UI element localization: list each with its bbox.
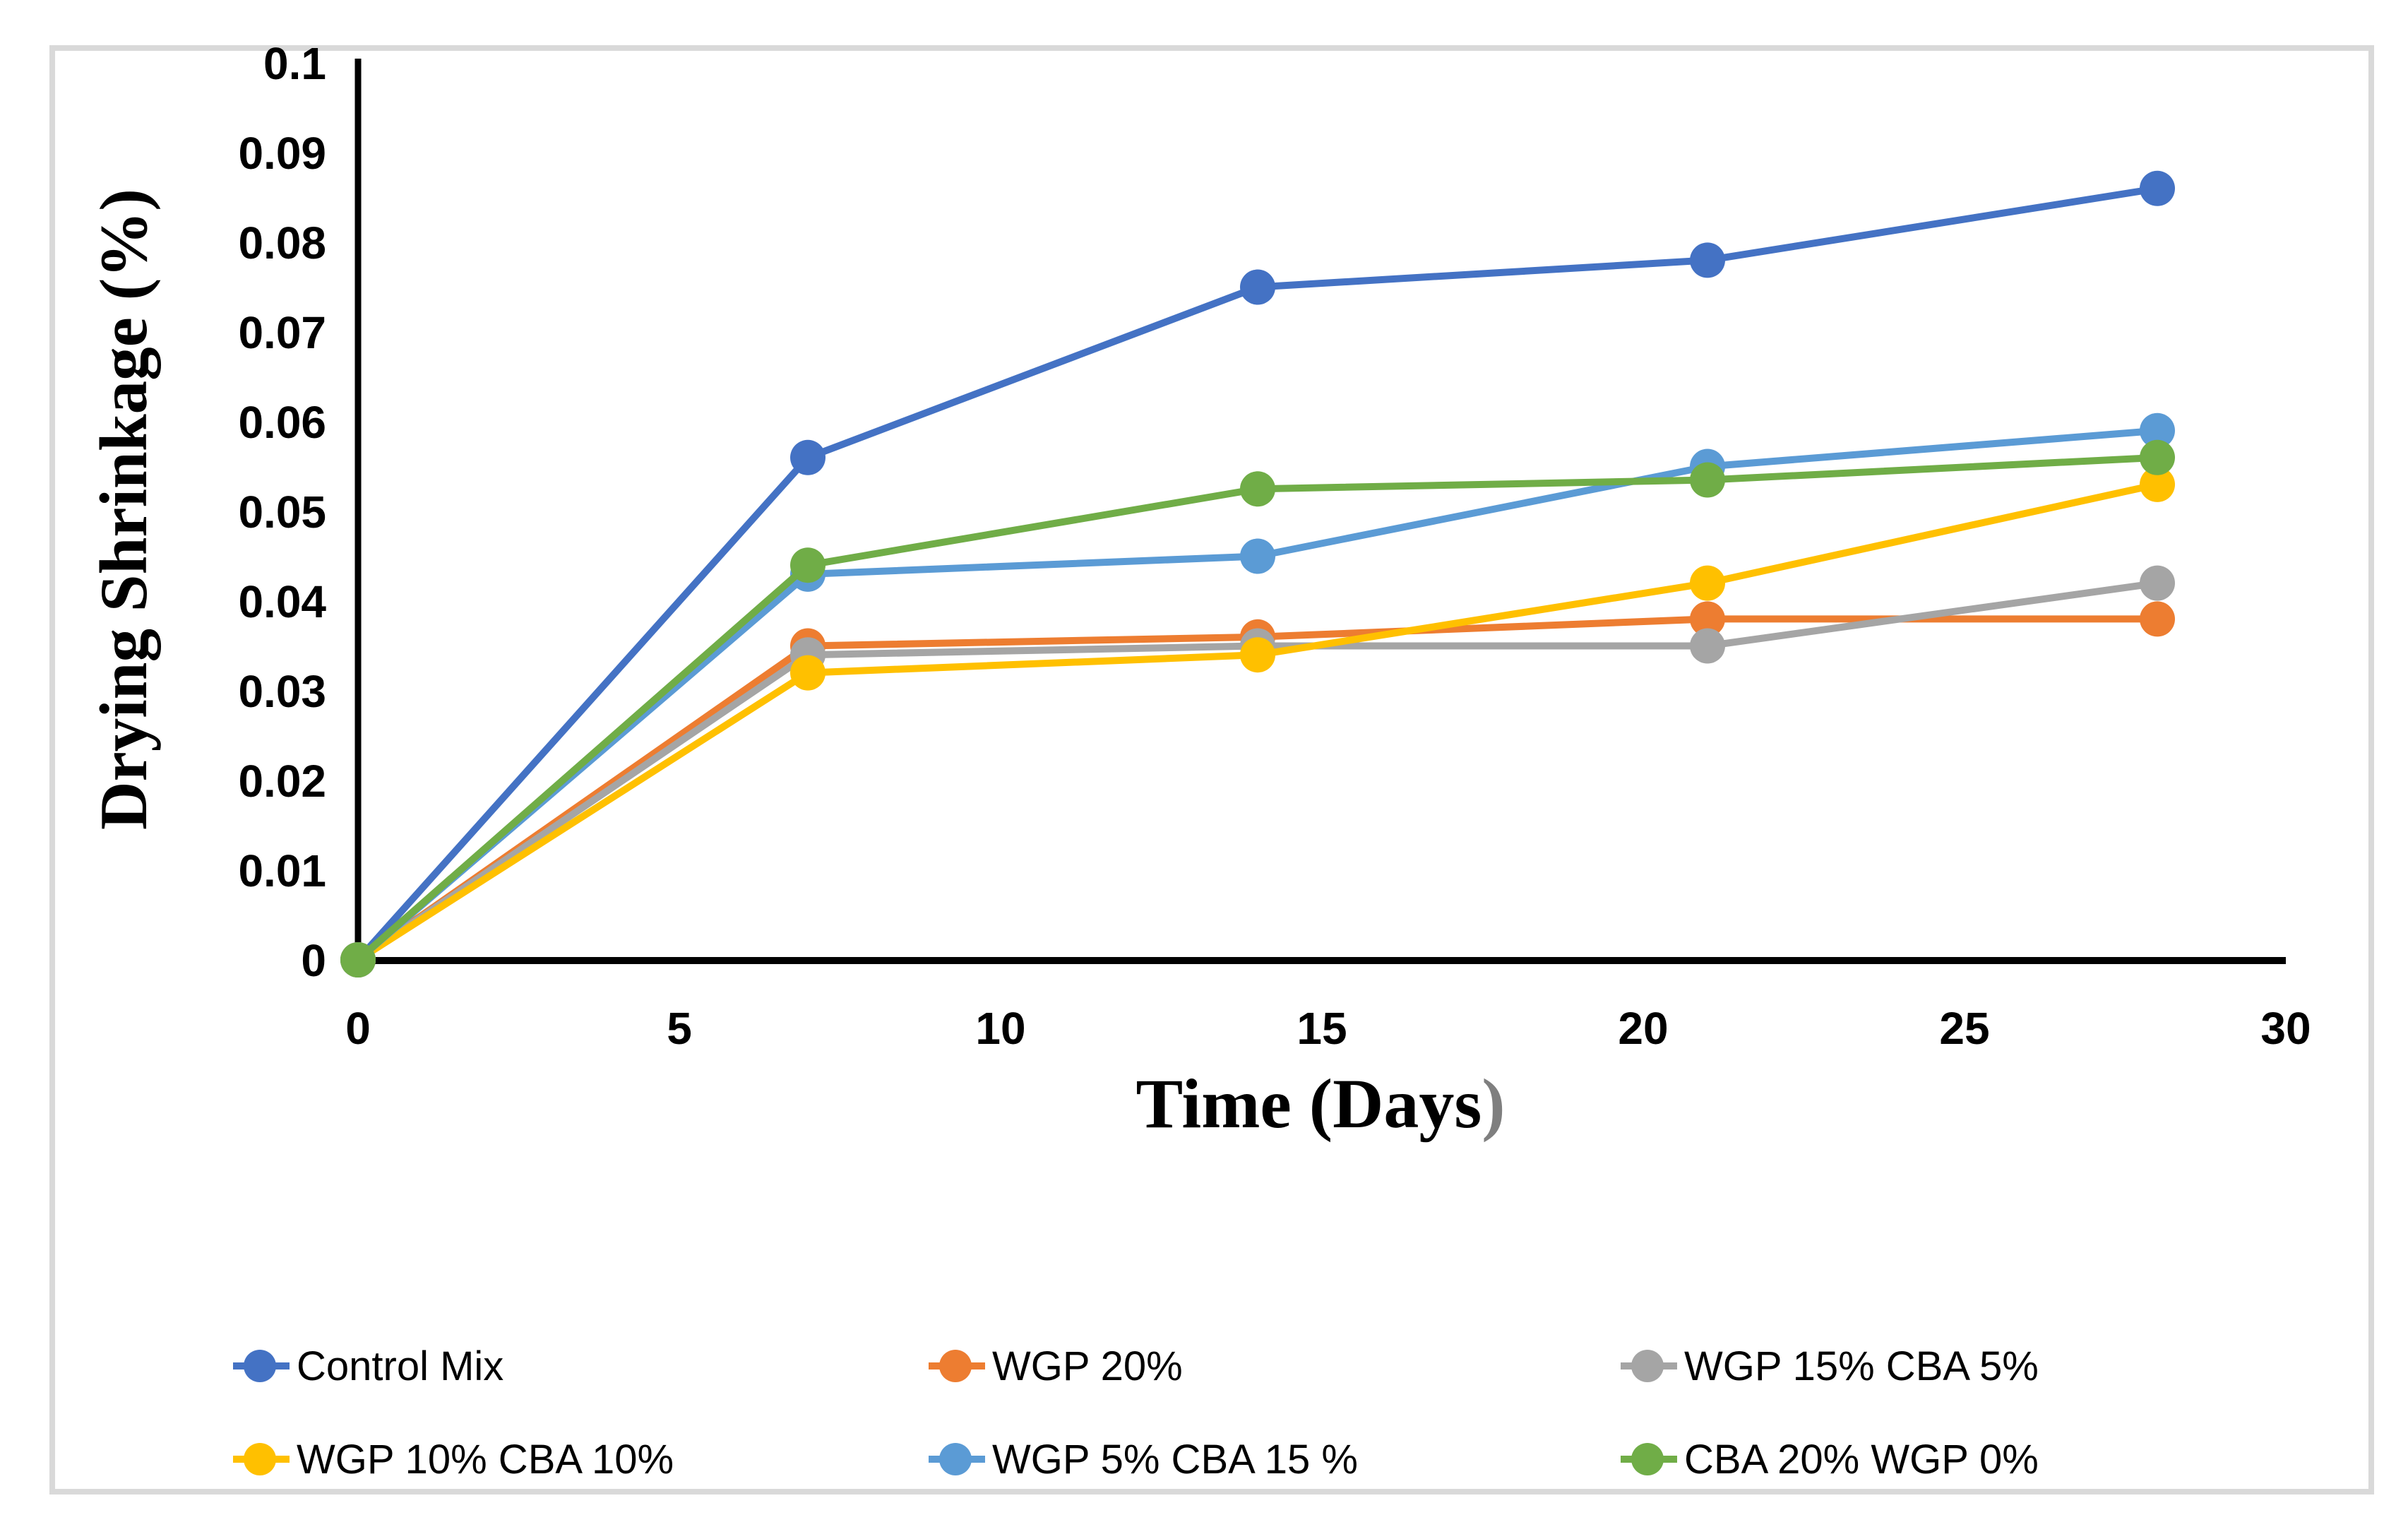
series-1-point	[1690, 242, 1725, 278]
x-axis-title: Time (Days)	[989, 1063, 1652, 1144]
series-4-point	[2140, 466, 2175, 502]
legend-label: WGP 5% CBA 15 %	[992, 1436, 1358, 1483]
y-tick-label: 0	[301, 935, 326, 986]
y-tick-label: 0.07	[238, 307, 326, 358]
legend-item: CBA 20% WGP 0%	[1621, 1434, 2039, 1485]
series-1-point	[2140, 170, 2175, 206]
series-2-point	[1690, 601, 1725, 637]
legend-label: WGP 20%	[992, 1343, 1183, 1389]
series-4-point	[790, 655, 825, 691]
legend-marker-icon	[1621, 1443, 1677, 1475]
series-3-point	[2140, 565, 2175, 601]
legend-item: WGP 15% CBA 5%	[1621, 1341, 2039, 1391]
y-tick-label: 0.08	[238, 218, 326, 268]
legend-marker-icon	[929, 1350, 985, 1382]
series-line-5	[355, 427, 2158, 963]
chart-outer-frame	[49, 45, 2374, 1495]
series-6-point	[340, 942, 376, 978]
x-tick-label: 30	[2260, 1003, 2311, 1054]
series-2-point	[2140, 601, 2175, 637]
y-tick-label: 0.1	[263, 38, 326, 89]
x-axis-title-paren: )	[1482, 1064, 1506, 1143]
y-tick-label: 0.05	[238, 487, 326, 537]
legend-marker-icon	[929, 1443, 985, 1475]
legend-marker-icon	[233, 1350, 290, 1382]
x-tick-label: 10	[975, 1003, 1025, 1054]
x-tick-label: 20	[1618, 1003, 1668, 1054]
y-tick-label: 0.03	[238, 666, 326, 717]
legend-label: WGP 10% CBA 10%	[297, 1436, 674, 1483]
y-tick-label: 0.06	[238, 397, 326, 448]
legend-item: Control Mix	[233, 1341, 503, 1391]
x-tick-label: 15	[1297, 1003, 1347, 1054]
x-tick-label: 25	[1939, 1003, 1989, 1054]
legend-label: Control Mix	[297, 1343, 504, 1389]
legend-label: WGP 15% CBA 5%	[1684, 1343, 2039, 1389]
series-1-point	[790, 439, 825, 475]
y-axis-title: Drying Shrinkage (%)	[86, 189, 161, 830]
series-1-point	[1240, 269, 1275, 305]
series-6-point	[2140, 439, 2175, 475]
series-5-point	[2140, 412, 2175, 448]
legend-item: WGP 20%	[929, 1341, 1183, 1391]
legend-marker-icon	[1621, 1350, 1677, 1382]
series-6-point	[790, 547, 825, 583]
series-4-point	[1240, 637, 1275, 673]
series-4-point	[1690, 565, 1725, 601]
series-3-point	[1690, 628, 1725, 664]
legend-label: CBA 20% WGP 0%	[1684, 1436, 2039, 1483]
y-tick-label: 0.01	[238, 845, 326, 896]
x-tick-label: 5	[667, 1003, 692, 1054]
y-tick-label: 0.09	[238, 128, 326, 179]
series-line-6	[355, 453, 2158, 963]
y-tick-label: 0.02	[238, 756, 326, 807]
series-5-point	[1240, 538, 1275, 574]
x-axis-title-text: Time (Days	[1136, 1064, 1482, 1143]
legend-item: WGP 5% CBA 15 %	[929, 1434, 1358, 1485]
series-6-point	[1240, 471, 1275, 507]
legend-marker-icon	[233, 1443, 290, 1475]
y-tick-label: 0.04	[238, 576, 326, 627]
legend-item: WGP 10% CBA 10%	[233, 1434, 674, 1485]
series-6-point	[1690, 462, 1725, 498]
x-tick-label: 0	[345, 1003, 371, 1054]
